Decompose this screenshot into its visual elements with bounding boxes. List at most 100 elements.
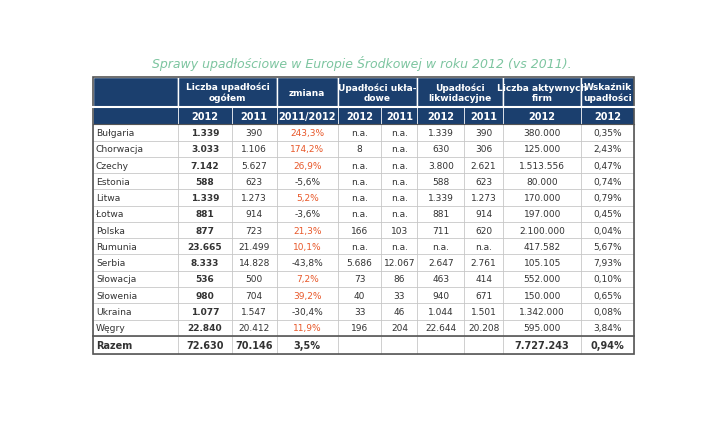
Bar: [277, 304, 337, 320]
Bar: [179, 141, 232, 157]
Bar: [92, 222, 179, 239]
Bar: [417, 304, 464, 320]
Bar: [417, 255, 464, 271]
Bar: [581, 108, 634, 125]
Bar: [581, 304, 634, 320]
Bar: [417, 206, 464, 222]
Bar: [232, 271, 277, 287]
Text: 2.621: 2.621: [471, 161, 496, 170]
Bar: [381, 271, 417, 287]
Text: 22.840: 22.840: [188, 323, 222, 332]
Bar: [417, 141, 464, 157]
Bar: [179, 108, 232, 125]
Bar: [337, 255, 381, 271]
Text: 417.582: 417.582: [524, 242, 561, 251]
Text: 0,08%: 0,08%: [594, 307, 622, 316]
Bar: [464, 125, 503, 141]
Text: 243,3%: 243,3%: [290, 129, 324, 138]
Bar: [277, 239, 337, 255]
Text: Estonia: Estonia: [96, 178, 130, 186]
Bar: [232, 108, 277, 125]
Bar: [417, 320, 464, 336]
Text: 1.106: 1.106: [241, 145, 267, 154]
Text: Sprawy upadłościowe w Europie Środkowej w roku 2012 (vs 2011).: Sprawy upadłościowe w Europie Środkowej …: [152, 56, 572, 71]
Text: 306: 306: [475, 145, 492, 154]
Text: 8: 8: [357, 145, 362, 154]
Text: 940: 940: [432, 291, 449, 300]
Bar: [503, 255, 581, 271]
Text: 723: 723: [246, 226, 263, 235]
Text: 7,93%: 7,93%: [594, 258, 622, 267]
Bar: [503, 206, 581, 222]
Text: 86: 86: [394, 275, 405, 284]
Text: 1.501: 1.501: [471, 307, 496, 316]
Text: 2011: 2011: [241, 111, 268, 122]
Text: Rumunia: Rumunia: [96, 242, 137, 251]
Bar: [179, 255, 232, 271]
Text: 3.033: 3.033: [191, 145, 219, 154]
Bar: [464, 157, 503, 174]
Bar: [503, 108, 581, 125]
Text: 0,10%: 0,10%: [594, 275, 622, 284]
Bar: [179, 125, 232, 141]
Text: -30,4%: -30,4%: [292, 307, 323, 316]
Text: 2,43%: 2,43%: [594, 145, 622, 154]
Bar: [337, 190, 381, 206]
Text: 711: 711: [432, 226, 449, 235]
Text: 8.333: 8.333: [191, 258, 219, 267]
Bar: [464, 287, 503, 304]
Bar: [337, 108, 381, 125]
Bar: [179, 174, 232, 190]
Text: 623: 623: [246, 178, 263, 186]
Text: 196: 196: [351, 323, 369, 332]
Text: 20.412: 20.412: [239, 323, 270, 332]
Text: 1.339: 1.339: [191, 129, 220, 138]
Text: 3.800: 3.800: [428, 161, 454, 170]
Bar: [381, 336, 417, 354]
Text: 33: 33: [354, 307, 365, 316]
Bar: [417, 239, 464, 255]
Bar: [277, 222, 337, 239]
Text: 26,9%: 26,9%: [293, 161, 321, 170]
Text: n.a.: n.a.: [475, 242, 492, 251]
Bar: [337, 206, 381, 222]
Bar: [232, 125, 277, 141]
Bar: [179, 239, 232, 255]
Bar: [581, 190, 634, 206]
Text: 390: 390: [246, 129, 263, 138]
Text: 20.208: 20.208: [468, 323, 499, 332]
Text: 0,47%: 0,47%: [594, 161, 622, 170]
Text: Liczba aktywnych
firm: Liczba aktywnych firm: [497, 83, 587, 103]
Text: 2.761: 2.761: [471, 258, 496, 267]
Text: 1.339: 1.339: [428, 194, 454, 203]
Text: 39,2%: 39,2%: [293, 291, 321, 300]
Bar: [581, 174, 634, 190]
Text: 588: 588: [196, 178, 215, 186]
Bar: [232, 157, 277, 174]
Text: -43,8%: -43,8%: [292, 258, 323, 267]
Bar: [337, 271, 381, 287]
Bar: [337, 336, 381, 354]
Text: 881: 881: [196, 210, 215, 219]
Text: 197.000: 197.000: [524, 210, 561, 219]
Bar: [277, 320, 337, 336]
Bar: [503, 304, 581, 320]
Text: 536: 536: [196, 275, 215, 284]
Text: 3,84%: 3,84%: [594, 323, 622, 332]
Text: Liczba upadłości
ogółem: Liczba upadłości ogółem: [186, 83, 270, 103]
Bar: [464, 222, 503, 239]
Bar: [581, 157, 634, 174]
Text: 2012: 2012: [529, 111, 556, 122]
Bar: [179, 78, 277, 108]
Bar: [503, 190, 581, 206]
Bar: [581, 78, 634, 108]
Bar: [581, 141, 634, 157]
Text: Upadłości
likwidacyjne: Upadłości likwidacyjne: [429, 83, 492, 103]
Bar: [464, 320, 503, 336]
Text: 1.273: 1.273: [471, 194, 496, 203]
Bar: [92, 78, 634, 354]
Bar: [464, 336, 503, 354]
Bar: [381, 108, 417, 125]
Text: 1.273: 1.273: [241, 194, 267, 203]
Text: 7.142: 7.142: [191, 161, 220, 170]
